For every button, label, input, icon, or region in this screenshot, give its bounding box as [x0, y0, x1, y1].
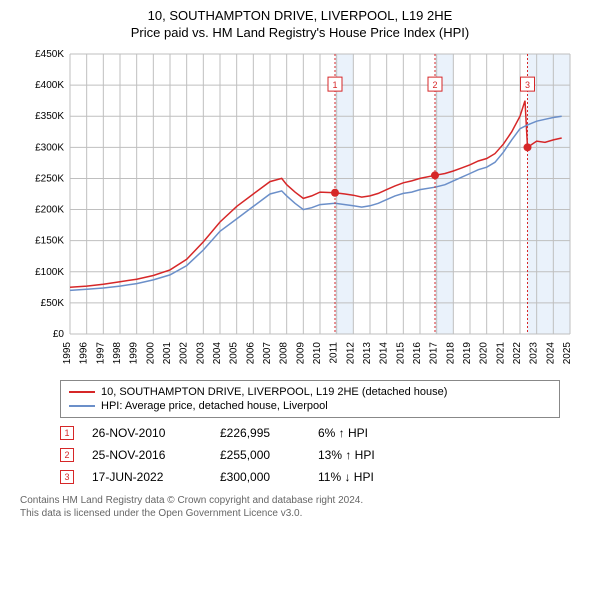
- event-dot: [524, 143, 532, 151]
- x-tick-label: 2011: [329, 342, 340, 364]
- y-tick-label: £300K: [35, 142, 64, 153]
- y-tick-label: £150K: [35, 236, 64, 247]
- shaded-range: [528, 54, 571, 334]
- transaction-marker: 1: [60, 426, 74, 440]
- x-tick-label: 2002: [179, 342, 190, 365]
- series-hpi: [70, 116, 562, 290]
- shaded-range: [435, 54, 453, 334]
- x-tick-label: 1995: [62, 342, 73, 365]
- transaction-diff: 6% ↑ HPI: [318, 426, 418, 440]
- chart-title: 10, SOUTHAMPTON DRIVE, LIVERPOOL, L19 2H…: [0, 8, 600, 23]
- chart-container: 10, SOUTHAMPTON DRIVE, LIVERPOOL, L19 2H…: [0, 0, 600, 590]
- x-tick-label: 2020: [479, 342, 490, 365]
- y-tick-label: £200K: [35, 205, 64, 216]
- x-tick-label: 2014: [379, 342, 390, 365]
- x-tick-label: 2019: [462, 342, 473, 365]
- legend-label: 10, SOUTHAMPTON DRIVE, LIVERPOOL, L19 2H…: [101, 386, 447, 398]
- transaction-price: £255,000: [220, 448, 300, 462]
- x-tick-label: 2007: [262, 342, 273, 365]
- x-tick-label: 2009: [295, 342, 306, 365]
- transaction-row: 2 25-NOV-2016 £255,000 13% ↑ HPI: [40, 444, 560, 466]
- x-tick-label: 2015: [395, 342, 406, 365]
- event-dot: [331, 189, 339, 197]
- x-tick-label: 2012: [345, 342, 356, 365]
- x-tick-label: 2024: [545, 342, 556, 365]
- footer-line-2: This data is licensed under the Open Gov…: [20, 507, 580, 520]
- y-tick-label: £50K: [41, 298, 65, 309]
- transaction-row: 3 17-JUN-2022 £300,000 11% ↓ HPI: [40, 466, 560, 488]
- x-tick-label: 2005: [229, 342, 240, 365]
- transaction-date: 17-JUN-2022: [92, 470, 202, 484]
- legend-item: 10, SOUTHAMPTON DRIVE, LIVERPOOL, L19 2H…: [69, 385, 551, 399]
- x-tick-label: 2000: [145, 342, 156, 365]
- transaction-price: £300,000: [220, 470, 300, 484]
- line-chart: £0 £50K £100K £150K £200K £250K £300K £350K £400…: [20, 44, 580, 374]
- x-tick-label: 1997: [95, 342, 106, 365]
- legend-swatch: [69, 391, 95, 393]
- event-label: 1: [332, 80, 337, 90]
- transaction-price: £226,995: [220, 426, 300, 440]
- x-tick-label: 1998: [112, 342, 123, 365]
- chart-subtitle: Price paid vs. HM Land Registry's House …: [0, 25, 600, 40]
- x-tick-label: 2022: [512, 342, 523, 365]
- transaction-marker: 2: [60, 448, 74, 462]
- event-dot: [431, 171, 439, 179]
- x-tick-label: 1996: [79, 342, 90, 365]
- series-property: [70, 101, 562, 288]
- event-label: 2: [432, 80, 437, 90]
- x-tick-label: 2004: [212, 342, 223, 365]
- event-label: 3: [525, 80, 530, 90]
- x-tick-label: 2018: [445, 342, 456, 365]
- x-tick-label: 2013: [362, 342, 373, 365]
- x-tick-label: 2021: [495, 342, 506, 365]
- legend-item: HPI: Average price, detached house, Live…: [69, 399, 551, 413]
- x-tick-label: 2016: [412, 342, 423, 365]
- x-tick-label: 2008: [279, 342, 290, 365]
- y-tick-label: £0: [53, 329, 65, 340]
- legend: 10, SOUTHAMPTON DRIVE, LIVERPOOL, L19 2H…: [60, 380, 560, 418]
- attribution-footer: Contains HM Land Registry data © Crown c…: [20, 494, 580, 520]
- y-tick-label: £400K: [35, 80, 64, 91]
- y-tick-label: £250K: [35, 173, 64, 184]
- transaction-list: 1 26-NOV-2010 £226,995 6% ↑ HPI 2 25-NOV-2016…: [40, 422, 560, 488]
- x-tick-label: 1999: [129, 342, 140, 365]
- y-tick-label: £100K: [35, 267, 64, 278]
- x-tick-label: 2001: [162, 342, 173, 365]
- y-tick-label: £450K: [35, 49, 64, 60]
- legend-swatch: [69, 405, 95, 407]
- legend-label: HPI: Average price, detached house, Live…: [101, 400, 328, 412]
- transaction-date: 25-NOV-2016: [92, 448, 202, 462]
- transaction-diff: 11% ↓ HPI: [318, 470, 418, 484]
- transaction-row: 1 26-NOV-2010 £226,995 6% ↑ HPI: [40, 422, 560, 444]
- transaction-marker: 3: [60, 470, 74, 484]
- x-tick-label: 2010: [312, 342, 323, 365]
- x-tick-label: 2017: [429, 342, 440, 365]
- footer-line-1: Contains HM Land Registry data © Crown c…: [20, 494, 580, 507]
- x-tick-label: 2003: [195, 342, 206, 365]
- transaction-date: 26-NOV-2010: [92, 426, 202, 440]
- x-tick-label: 2025: [562, 342, 573, 365]
- transaction-diff: 13% ↑ HPI: [318, 448, 418, 462]
- y-tick-label: £350K: [35, 111, 64, 122]
- x-tick-label: 2006: [245, 342, 256, 365]
- x-tick-label: 2023: [529, 342, 540, 365]
- title-area: 10, SOUTHAMPTON DRIVE, LIVERPOOL, L19 2H…: [0, 0, 600, 44]
